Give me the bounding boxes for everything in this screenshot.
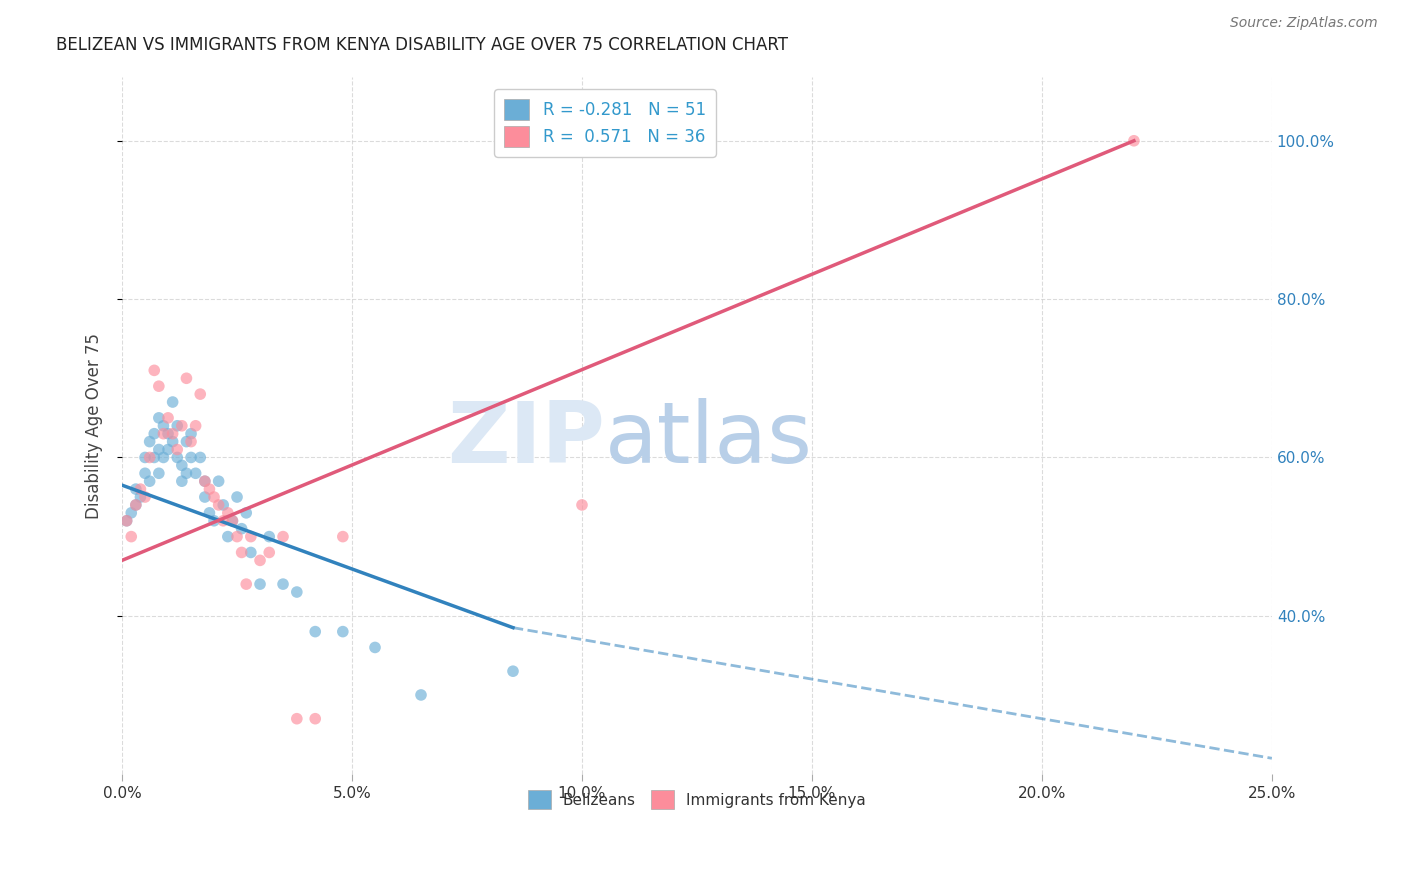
Point [221,514,243,528]
Point [129,490,152,504]
Point [157,426,180,441]
Point [304,712,326,726]
Point [138,474,160,488]
Point [148,442,170,457]
Point [304,624,326,639]
Point [231,522,253,536]
Point [170,418,193,433]
Point [184,467,207,481]
Point [176,434,198,449]
Point [120,506,142,520]
Text: ZIP: ZIP [447,398,605,481]
Text: BELIZEAN VS IMMIGRANTS FROM KENYA DISABILITY AGE OVER 75 CORRELATION CHART: BELIZEAN VS IMMIGRANTS FROM KENYA DISABI… [56,36,789,54]
Point [180,434,202,449]
Point [143,363,166,377]
Point [188,450,211,465]
Point [157,442,180,457]
Point [152,426,174,441]
Text: atlas: atlas [605,398,813,481]
Point [502,664,524,678]
Point [202,514,225,528]
Point [271,530,294,544]
Point [143,426,166,441]
Point [249,577,271,591]
Point [249,553,271,567]
Point [271,577,294,591]
Point [332,624,354,639]
Point [257,545,280,559]
Point [148,410,170,425]
Point [115,514,138,528]
Point [180,450,202,465]
Point [180,426,202,441]
Point [257,530,280,544]
Point [148,379,170,393]
Point [134,467,156,481]
Point [138,434,160,449]
Point [176,467,198,481]
Point [235,577,257,591]
Point [134,490,156,504]
Point [162,426,184,441]
Point [115,514,138,528]
Point [129,482,152,496]
Point [157,410,180,425]
Point [194,474,217,488]
Point [134,450,156,465]
Point [162,434,184,449]
Point [143,450,166,465]
Point [170,474,193,488]
Point [170,458,193,473]
Text: Source: ZipAtlas.com: Source: ZipAtlas.com [1230,16,1378,29]
Point [226,490,249,504]
Point [148,467,170,481]
Point [188,387,211,401]
Point [162,395,184,409]
Point [125,482,148,496]
Point [166,450,188,465]
Legend: Belizeans, Immigrants from Kenya: Belizeans, Immigrants from Kenya [522,784,872,815]
Point [184,418,207,433]
Point [138,450,160,465]
Point [239,545,262,559]
Point [166,442,188,457]
Point [120,530,142,544]
Point [152,418,174,433]
Point [212,498,235,512]
Point [208,474,231,488]
Point [285,585,308,599]
Y-axis label: Disability Age Over 75: Disability Age Over 75 [86,333,103,519]
Point [194,474,217,488]
Point [194,490,217,504]
Point [1122,134,1144,148]
Point [152,450,174,465]
Point [217,530,239,544]
Point [285,712,308,726]
Point [212,514,235,528]
Point [198,506,221,520]
Point [125,498,148,512]
Point [239,530,262,544]
Point [364,640,387,655]
Point [231,545,253,559]
Point [176,371,198,385]
Point [226,530,249,544]
Point [166,418,188,433]
Point [202,490,225,504]
Point [571,498,593,512]
Point [198,482,221,496]
Point [332,530,354,544]
Point [221,514,243,528]
Point [208,498,231,512]
Point [409,688,432,702]
Point [125,498,148,512]
Point [235,506,257,520]
Point [217,506,239,520]
